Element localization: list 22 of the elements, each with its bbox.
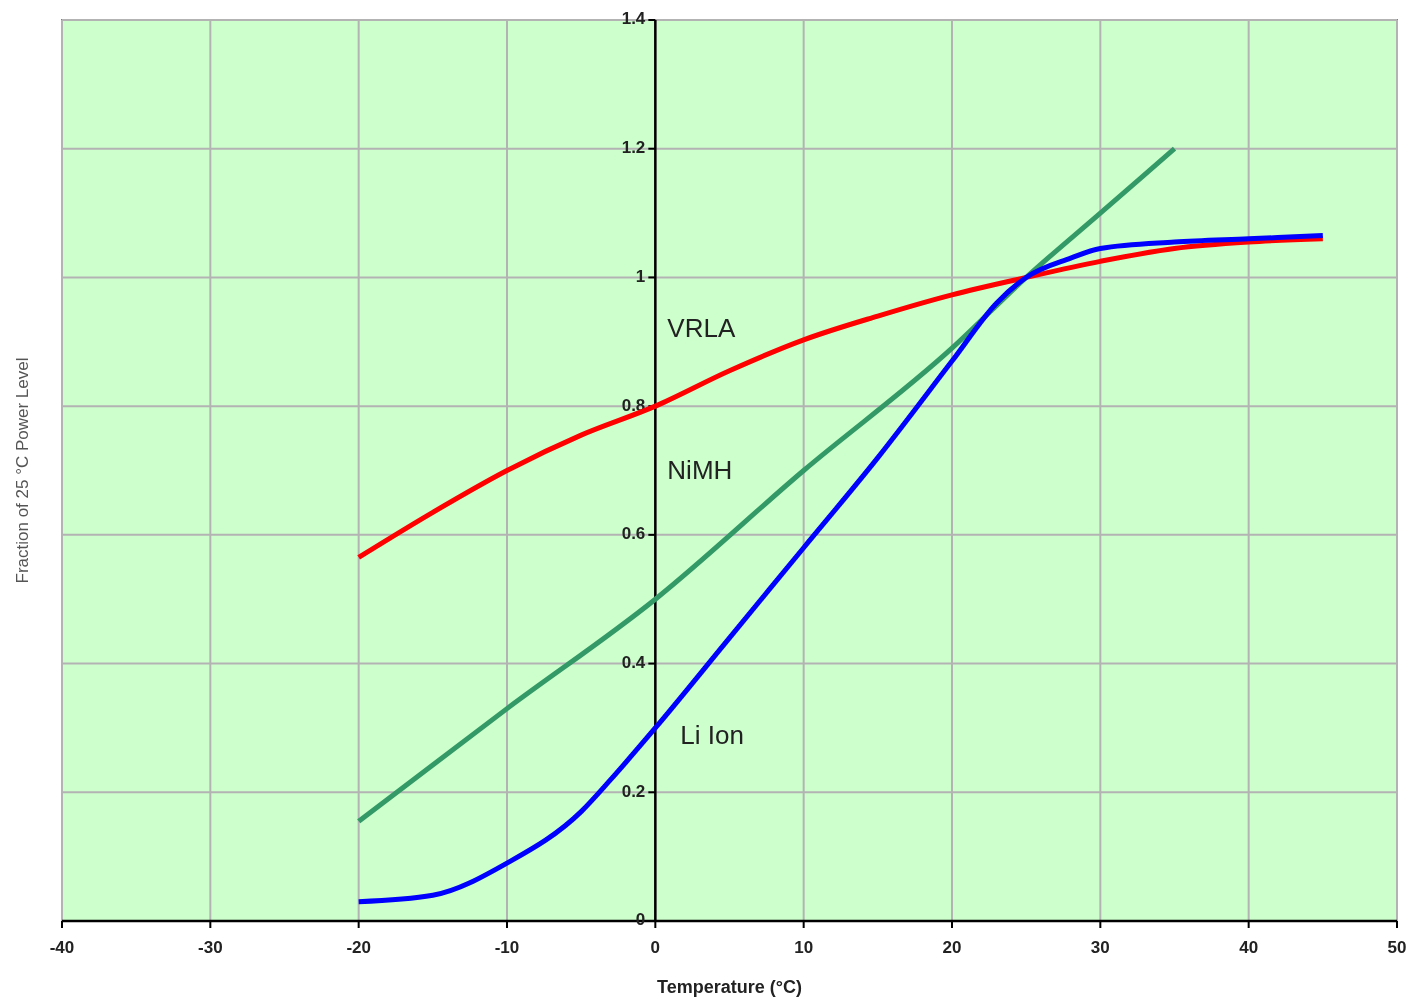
x-tick-label: -30 <box>198 938 223 957</box>
y-tick-label: 0.8 <box>621 395 646 415</box>
x-tick-label: 10 <box>794 938 814 957</box>
x-tick-label: -20 <box>346 938 371 957</box>
x-tick-label: 0 <box>650 938 661 957</box>
x-tick-label: 50 <box>1387 938 1407 957</box>
x-tick-label: -10 <box>494 938 520 957</box>
series-label: Li Ion <box>680 719 744 750</box>
x-tick-label: -40 <box>49 938 75 957</box>
x-tick-label: 30 <box>1090 938 1110 957</box>
y-tick-label: 0.2 <box>621 781 646 801</box>
x-tick-label: 20 <box>942 938 962 957</box>
series-label: VRLA <box>667 313 736 344</box>
series-label: NiMH <box>667 455 733 486</box>
y-tick-label: 1 <box>635 266 646 286</box>
x-axis-title: Temperature (°C) <box>657 977 802 997</box>
y-tick-label: 1.2 <box>621 138 646 158</box>
y-tick-label: 1.4 <box>621 9 646 29</box>
y-axis-title: Fraction of 25 °C Power Level <box>13 357 32 584</box>
y-tick-label: 0.4 <box>621 653 646 673</box>
x-tick-label: 40 <box>1239 938 1259 957</box>
y-tick-label: 0.6 <box>621 524 646 544</box>
